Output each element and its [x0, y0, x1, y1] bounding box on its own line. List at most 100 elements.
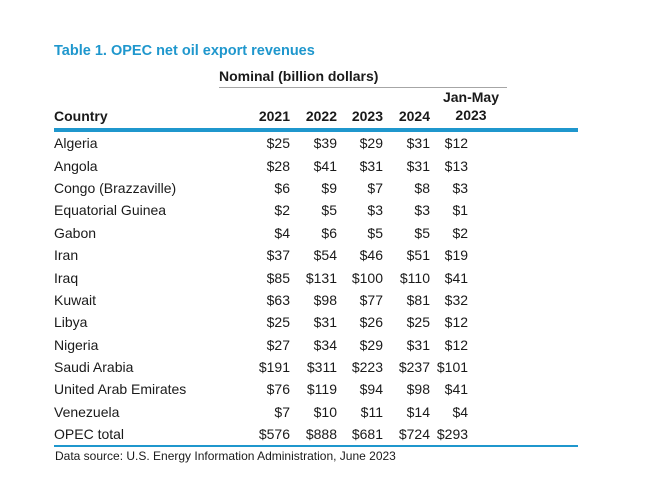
value-cell: $724 — [383, 423, 430, 448]
value-cell: $7 — [367, 179, 383, 196]
column-header-2021: 2021 — [219, 88, 290, 132]
value-cell: $31 — [313, 314, 337, 331]
country-cell: Iraq — [54, 269, 79, 286]
value-cell: $2 — [274, 202, 290, 219]
country-cell: Gabon — [54, 224, 97, 241]
country-cell: OPEC total — [54, 423, 219, 448]
value-cell: $1 — [452, 202, 469, 219]
value-cell: $681 — [337, 423, 383, 448]
value-cell: $19 — [444, 247, 469, 264]
table-row-total: OPEC total $576 $888 $681 $724 $293 — [54, 423, 579, 448]
value-cell: $25 — [406, 314, 430, 331]
value-cell: $9 — [321, 179, 337, 196]
value-cell: $131 — [305, 269, 337, 286]
value-cell: $8 — [414, 179, 430, 196]
value-cell: $25 — [266, 135, 290, 152]
table-row: Nigeria $27 $34 $29 $31 $12 — [54, 334, 578, 356]
column-header-jan-may-2023: Jan-May 2023 — [430, 88, 579, 132]
opec-revenues-table: Nominal (billion dollars) Country 2021 2… — [54, 66, 579, 448]
value-cell: $85 — [266, 269, 290, 286]
value-cell: $39 — [313, 135, 337, 152]
value-cell: $101 — [436, 359, 469, 376]
value-cell: $5 — [321, 202, 337, 219]
value-cell: $191 — [258, 359, 290, 376]
value-cell: $77 — [359, 291, 383, 308]
group-header-spacer — [54, 66, 219, 88]
value-cell: $54 — [313, 247, 337, 264]
table-row: Angola $28 $41 $31 $31 $13 — [54, 154, 578, 176]
value-cell: $237 — [398, 359, 430, 376]
country-cell: Saudi Arabia — [54, 359, 134, 376]
value-cell: $7 — [274, 403, 290, 420]
value-cell: $100 — [351, 269, 383, 286]
period-line-2: 2023 — [455, 106, 487, 123]
column-header-country: Country — [54, 88, 219, 132]
value-cell: $12 — [444, 314, 469, 331]
value-cell: $6 — [274, 179, 290, 196]
value-cell: $76 — [266, 381, 290, 398]
table-title: Table 1. OPEC net oil export revenues — [54, 43, 315, 59]
value-cell: $41 — [313, 157, 337, 174]
table-row: Iran $37 $54 $46 $51 $19 — [54, 244, 578, 266]
value-cell: $31 — [359, 157, 383, 174]
column-header-jan-may-2023-label: Jan-May 2023 — [430, 89, 512, 124]
value-cell: $41 — [444, 269, 469, 286]
value-cell: $3 — [452, 179, 469, 196]
value-cell: $31 — [406, 157, 430, 174]
value-cell: $28 — [266, 157, 290, 174]
value-cell: $576 — [219, 423, 290, 448]
value-cell: $110 — [399, 269, 430, 286]
value-cell: $34 — [313, 336, 337, 353]
value-cell: $119 — [306, 381, 337, 398]
value-cell: $46 — [359, 247, 383, 264]
value-cell: $311 — [306, 359, 337, 376]
value-cell: $14 — [406, 403, 430, 420]
table-row: Gabon $4 $6 $5 $5 $2 — [54, 222, 578, 244]
value-cell: $12 — [444, 336, 469, 353]
country-cell: United Arab Emirates — [54, 381, 187, 398]
value-cell: $51 — [406, 247, 430, 264]
value-cell: $6 — [321, 224, 337, 241]
value-cell: $27 — [266, 336, 290, 353]
value-cell: $13 — [444, 157, 469, 174]
table-row: Congo (Brazzaville) $6 $9 $7 $8 $3 — [54, 177, 578, 199]
country-cell: Libya — [54, 314, 88, 331]
value-cell: $37 — [266, 247, 290, 264]
period-line-1: Jan-May — [442, 89, 500, 105]
value-cell: $5 — [414, 224, 430, 241]
data-source-note: Data source: U.S. Energy Information Adm… — [55, 449, 396, 463]
table-row: Equatorial Guinea $2 $5 $3 $3 $1 — [54, 199, 578, 221]
group-header-label: Nominal (billion dollars) — [219, 68, 507, 88]
table-row: Libya $25 $31 $26 $25 $12 — [54, 311, 578, 333]
value-cell: $41 — [444, 381, 469, 398]
table-row: Venezuela $7 $10 $11 $14 $4 — [54, 401, 578, 423]
value-cell: $98 — [313, 291, 337, 308]
table-row: Iraq $85 $131 $100 $110 $41 — [54, 266, 578, 288]
table-row: Saudi Arabia $191 $311 $223 $237 $101 — [54, 356, 578, 378]
country-cell: Congo (Brazzaville) — [54, 179, 177, 196]
value-cell: $888 — [290, 423, 337, 448]
value-cell: $31 — [406, 135, 430, 152]
value-cell: $63 — [266, 291, 290, 308]
group-header-cell: Nominal (billion dollars) — [219, 66, 578, 88]
value-cell: $223 — [351, 359, 383, 376]
table-row: Kuwait $63 $98 $77 $81 $32 — [54, 289, 578, 311]
value-cell: $12 — [444, 135, 469, 152]
value-cell: $98 — [406, 381, 430, 398]
value-cell: $293 — [430, 423, 579, 448]
value-cell: $4 — [274, 224, 290, 241]
value-cell: $29 — [359, 135, 383, 152]
value-cell: $25 — [266, 314, 290, 331]
value-cell: $32 — [444, 291, 469, 308]
group-header-row: Nominal (billion dollars) — [54, 66, 578, 88]
value-cell: $31 — [406, 336, 430, 353]
country-cell: Nigeria — [54, 336, 99, 353]
column-header-2024: 2024 — [383, 88, 430, 132]
value-cell: $11 — [360, 403, 383, 420]
country-cell: Venezuela — [54, 403, 120, 420]
column-header-row: Country 2021 2022 2023 2024 Jan-May 2023 — [54, 88, 579, 132]
value-cell: $2 — [452, 224, 469, 241]
table-row: Algeria $25 $39 $29 $31 $12 — [54, 130, 578, 154]
value-cell: $5 — [367, 224, 383, 241]
